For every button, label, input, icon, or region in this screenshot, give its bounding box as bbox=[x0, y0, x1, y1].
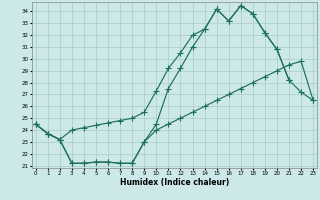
X-axis label: Humidex (Indice chaleur): Humidex (Indice chaleur) bbox=[120, 178, 229, 187]
